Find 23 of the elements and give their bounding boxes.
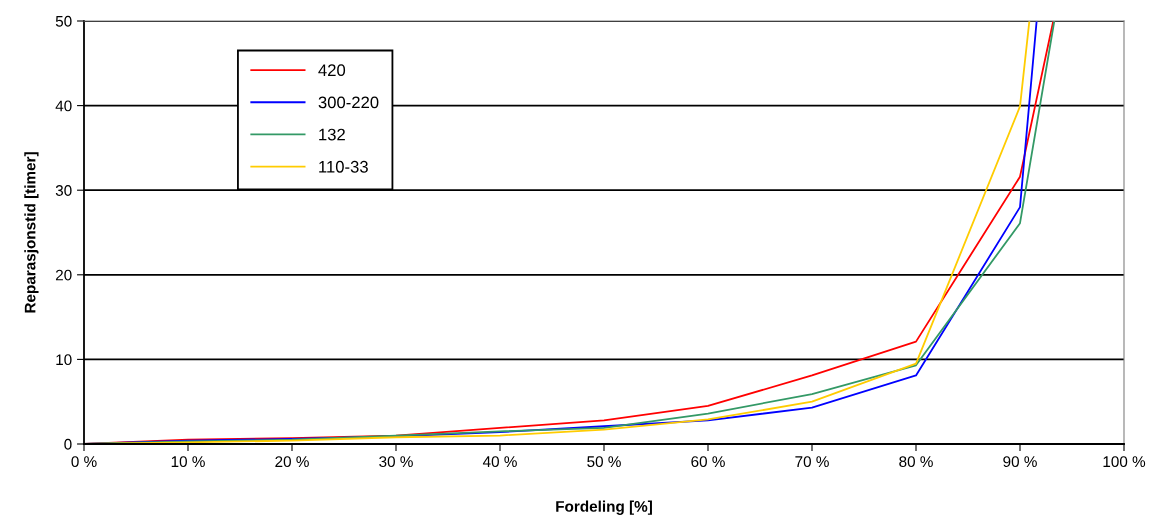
y-tick-label: 10	[56, 354, 72, 366]
x-tick-label: 0 %	[71, 456, 97, 468]
y-tick-label: 40	[55, 100, 72, 112]
y-tick-label: 0	[64, 438, 72, 450]
x-tick-label: 90 %	[1003, 456, 1037, 468]
x-tick-label: 20 %	[275, 456, 309, 468]
legend-label: 132	[319, 128, 345, 141]
legend-label: 110-33	[319, 160, 368, 173]
x-tick-label: 80 %	[899, 456, 933, 468]
x-tick-label: 50 %	[587, 456, 621, 468]
y-tick-label: 20	[55, 269, 72, 281]
x-axis-title: Fordeling [%]	[556, 500, 652, 515]
x-tick-label: 100 %	[1103, 456, 1146, 468]
y-tick-label: 30	[55, 185, 72, 196]
x-tick-label: 60 %	[691, 456, 725, 468]
x-tick-label: 10 %	[171, 456, 205, 468]
x-tick-label: 70 %	[795, 456, 829, 468]
legend-label: 420	[318, 64, 346, 77]
legend-label: 300-220	[318, 96, 379, 109]
x-tick-label: 30 %	[379, 456, 413, 468]
x-tick-label: 40 %	[482, 456, 517, 468]
y-tick-label: 50	[55, 15, 72, 27]
y-axis-title: Reparasjonstid [timer]	[24, 152, 39, 313]
